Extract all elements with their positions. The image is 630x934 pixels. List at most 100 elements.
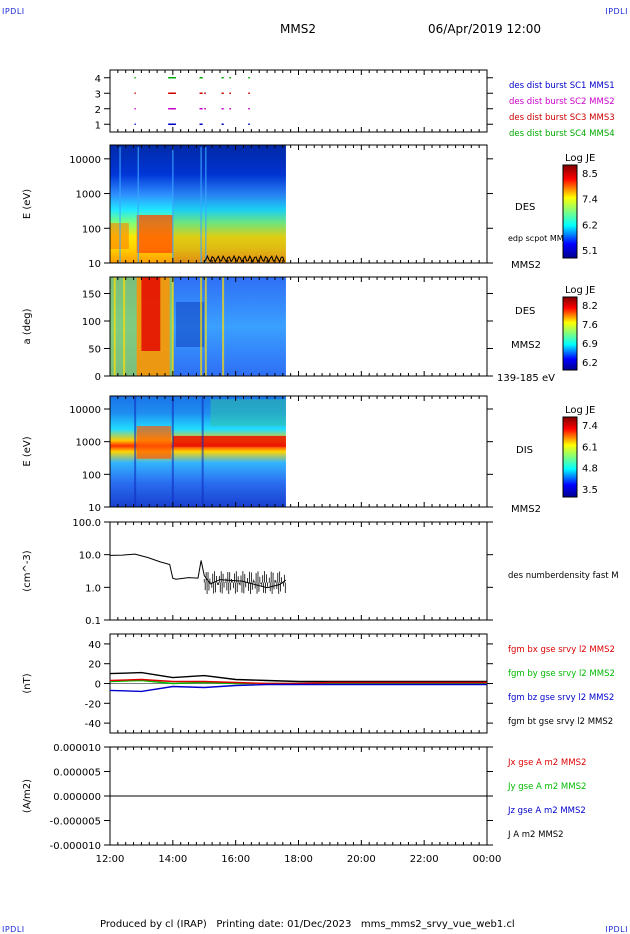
time-axis-tick-label: 16:00 [221,854,250,865]
density-panel-frame [109,521,488,621]
time-axis-tick-label: 22:00 [410,854,439,865]
des-energy-panel-ytick-label: 10000 [69,155,101,166]
des-pitch-colorbar-title: Log JE [565,285,595,296]
corner-mark-bottom-right: IPDLI [605,925,628,934]
density-panel-ytick-label: 100.0 [72,518,101,529]
density-panel-ytick-label: 1.0 [85,583,101,594]
time-axis-tick-label: 00:00 [473,854,502,865]
dis-energy-panel-hot-band [136,426,172,459]
burst-legend-entry: des dist burst SC3 MMS3 [509,113,615,123]
burst-panel-ytick-label: 3 [95,89,101,100]
bfield-legend-entry: fgm bz gse srvy l2 MMS2 [508,693,614,703]
des-pitch-colorbar [562,296,578,371]
des-energy-panel-shade [172,145,286,263]
des-energy-panel-ytick-label: 10 [88,259,101,270]
burst-panel-ytick-label: 2 [95,105,101,116]
burst-legend-entry: des dist burst SC4 MMS4 [509,129,615,139]
date-title: 06/Apr/2019 12:00 [428,22,542,36]
spacecraft-title: MMS2 [280,22,316,36]
dis-energy-panel-ytick-label: 10 [88,503,101,514]
burst-panel-ytick-label: 4 [95,74,101,85]
bfield-legend-entry: fgm bx gse srvy l2 MMS2 [508,645,615,655]
des-pitch-panel-cold-block [175,302,205,347]
dis-energy-colorbar-title: Log JE [565,405,595,416]
des-energy-colorbar-tick: 7.4 [582,195,598,206]
printing-date: Printing date: 01/Dec/2023 [216,919,352,930]
bfield-series-bz [109,683,487,693]
dis-energy-panel-ytick-label: 1000 [76,438,101,449]
burst-panel-ytick-label: 1 [95,120,101,131]
bfield-series-bx [109,678,487,685]
des-pitch-panel-ylabel: a (deg) [22,308,33,344]
dis-energy-colorbar-tick: 7.4 [582,421,598,432]
bfield-panel-ytick-label: 20 [88,660,101,671]
des-pitch-colorbar-tick: 6.2 [582,358,598,369]
density-panel-ytick-label: 10.0 [79,551,101,562]
density-panel-ytick-label: 0.1 [85,616,101,627]
current-legend-entry: Jx gse A m2 MMS2 [507,758,586,768]
corner-mark-bottom-left: IPDLI [2,925,25,934]
density-panel-ylabel: (cm^-3) [22,550,33,591]
burst-legend-entry: des dist burst SC1 MMS1 [509,81,615,91]
current-legend-entry: J A m2 MMS2 [507,830,564,840]
bfield-series-bt [109,671,487,683]
dis-energy-species: DIS [516,445,533,456]
producer-note: Produced by cl (IRAP) [100,919,207,930]
des-energy-probe: MMS2 [511,260,541,271]
burst-legend-entry: des dist burst SC2 MMS2 [509,97,615,107]
des-pitch-colorbar-tick: 6.9 [582,339,598,350]
density-legend-entry: des numberdensity fast M [508,571,619,581]
des-energy-colorbar-tick: 8.5 [582,169,598,180]
corner-mark-top-right: IPDLI [605,7,628,16]
current-panel-ytick-label: -0.000010 [50,841,101,852]
dis-energy-colorbar-tick: 6.1 [582,442,598,453]
bfield-panel-ytick-label: 40 [88,640,101,651]
dis-energy-panel-ylabel: E (eV) [22,436,33,466]
dis-energy-colorbar-tick: 3.5 [582,485,598,496]
bfield-panel-ytick-label: 0 [95,680,101,691]
des-energy-overlay-label: edp scpot MMS2 [508,234,574,243]
density-series-line [109,553,287,589]
dis-energy-colorbar [562,416,578,498]
des-energy-panel-ytick-label: 100 [82,224,101,235]
current-panel-ytick-label: -0.000005 [50,817,101,828]
source-file: mms_mms2_srvy_vue_web1.cl [360,919,515,930]
des-energy-panel-scpot-trace [203,254,285,264]
des-pitch-panel-core-block [141,277,161,351]
des-pitch-panel-ytick-label: 100 [82,317,101,328]
des-energy-colorbar-tick: 5.1 [582,246,598,257]
dis-energy-panel-ytick-label: 10000 [69,405,101,416]
bfield-panel-ytick-label: -40 [85,719,101,730]
des-pitch-panel-ytick-label: 0 [95,372,101,383]
dis-energy-panel-upper-band [210,399,286,427]
current-legend-entry: Jz gse A m2 MMS2 [507,806,586,816]
burst-panel-frame [109,69,488,133]
des-pitch-colorbar-tick: 7.6 [582,320,598,331]
dis-energy-panel-ion-line [172,435,286,447]
des-energy-panel-ylabel: E (eV) [22,189,33,219]
bfield-panel-ytick-label: -20 [85,699,101,710]
des-energy-colorbar [562,164,578,259]
des-energy-colorbar-tick: 6.2 [582,220,598,231]
des-energy-species: DES [515,202,535,213]
current-panel-ytick-label: 0.000010 [53,743,101,754]
bfield-legend-entry: fgm by gse srvy l2 MMS2 [508,669,615,679]
corner-mark-top-left: IPDLI [2,7,25,16]
des-pitch-probe: MMS2 [511,340,541,351]
current-panel-ylabel: (A/m2) [22,779,33,813]
bfield-panel-ylabel: (nT) [22,673,33,693]
dis-energy-colorbar-tick: 4.8 [582,464,598,475]
des-pitch-panel-ytick-label: 150 [82,290,101,301]
dis-energy-probe: MMS2 [511,504,541,515]
time-axis-tick-label: 20:00 [347,854,376,865]
des-energy-colorbar-title: Log JE [565,153,595,164]
time-axis-tick-label: 18:00 [284,854,313,865]
current-legend-entry: Jy gse A m2 MMS2 [507,782,586,792]
current-panel-ytick-label: 0.000005 [53,768,101,779]
current-panel-ytick-label: 0.000000 [53,792,101,803]
des-energy-panel-ytick-label: 1000 [76,190,101,201]
des-energy-panel-hot-band [136,215,173,253]
des-pitch-energy-range: 139-185 eV [497,373,555,384]
time-axis-tick-label: 14:00 [158,854,187,865]
